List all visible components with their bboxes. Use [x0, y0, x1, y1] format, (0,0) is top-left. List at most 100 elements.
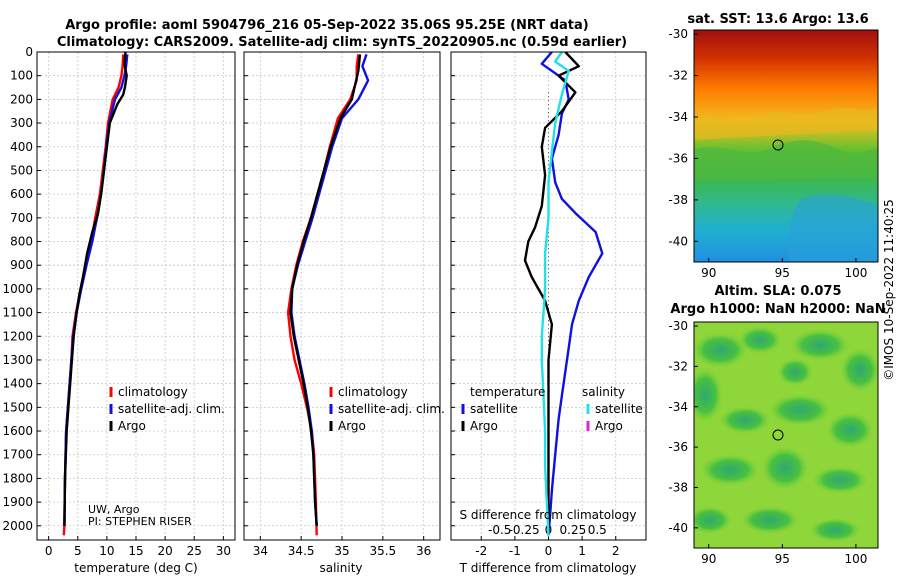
- sla-anomaly-blob: [777, 358, 813, 386]
- sst-front-yellow: [694, 108, 878, 140]
- difference-top-xlabel: S difference from climatology: [460, 508, 637, 522]
- temperature-legend: climatology satellite-adj. clim. Argo: [109, 385, 225, 433]
- figure-title-line1: Argo profile: aoml 5904796_216 05-Sep-20…: [65, 18, 589, 33]
- depth-tick-label: 1800: [2, 471, 33, 485]
- tick-label-x: 1: [578, 544, 586, 558]
- tick-label-top: -0.5: [488, 523, 511, 537]
- series-salinity-satellite: [540, 51, 570, 536]
- map-tick-label-y: -30: [668, 319, 688, 333]
- timestamp: ©IMOS 10-Sep-2022 11:40:25: [882, 199, 896, 381]
- sla-map-title-line1: Altim. SLA: 0.075: [715, 284, 842, 299]
- plot-frame: [243, 51, 441, 541]
- sla-anomaly-blob: [694, 332, 748, 368]
- map-tick-label-x: 100: [844, 552, 867, 566]
- legend-label-sal-satellite: satellite: [595, 402, 643, 416]
- legend-label-satellite-adj: satellite-adj. clim.: [338, 402, 445, 416]
- legend-label-climatology: climatology: [118, 385, 188, 399]
- legend-label-argo: Argo: [118, 419, 146, 433]
- map-tick-label-y: -30: [668, 27, 688, 41]
- map-tick-label-y: -40: [668, 521, 688, 535]
- depth-tick-label: 1200: [2, 329, 33, 343]
- series-argo: [63, 51, 128, 526]
- tick-label-x: 5: [74, 544, 82, 558]
- sla-anomaly-blob: [768, 394, 832, 426]
- sla-anomaly-blob: [840, 348, 878, 392]
- legend-label-temp-satellite: satellite: [470, 402, 518, 416]
- sst-map: 90 95 100 -30 -32 -34 -36 -38 -40: [668, 27, 879, 280]
- map-tick-label-x: 95: [775, 552, 790, 566]
- difference-legend: temperature salinity satellite Argo sate…: [461, 385, 643, 433]
- map-tick-label-y: -40: [668, 234, 688, 248]
- depth-tick-label: 1700: [2, 448, 33, 462]
- depth-tick-label: 1100: [2, 306, 33, 320]
- map-tick-label-y: -34: [668, 400, 688, 414]
- tick-label-x: 36: [416, 544, 431, 558]
- depth-tick-label: 600: [10, 187, 33, 201]
- sla-map-title-line2: Argo h1000: NaN h2000: NaN: [670, 302, 885, 317]
- map-tick-label-y: -38: [668, 193, 688, 207]
- salinity-xlabel: salinity: [319, 561, 362, 575]
- depth-tick-label: 900: [10, 258, 33, 272]
- depth-tick-label: 1400: [2, 377, 33, 391]
- difference-xlabel: T difference from climatology: [459, 561, 637, 575]
- depth-tick-label: 700: [10, 211, 33, 225]
- sla-anomaly-blob: [761, 446, 809, 490]
- sst-map-title: sat. SST: 13.6 Argo: 13.6: [687, 12, 868, 27]
- tick-label-x: 0: [545, 544, 553, 558]
- legend-label-argo: Argo: [338, 419, 366, 433]
- depth-tick-label: 0: [25, 45, 33, 59]
- sla-anomaly-blob: [790, 329, 850, 361]
- depth-tick-label: 500: [10, 163, 33, 177]
- sla-anomaly-blob: [694, 506, 732, 534]
- tick-label-x: 25: [187, 544, 202, 558]
- sst-cold-patch: [788, 194, 878, 262]
- tick-label-top: 0.5: [588, 523, 607, 537]
- tick-label-x: 2: [612, 544, 620, 558]
- difference-panel: -2 -1 0 1 2-0.5-0.25 0 0.25 0.5: [450, 51, 647, 558]
- sla-anomaly-blob: [700, 454, 760, 486]
- figure-title-line2: Climatology: CARS2009. Satellite-adj cli…: [57, 35, 627, 50]
- depth-tick-label: 200: [10, 92, 33, 106]
- depth-tick-label: 1900: [2, 495, 33, 509]
- map-tick-label-y: -38: [668, 480, 688, 494]
- salinity-panel: 34 34.5 35 35.5 36: [243, 51, 441, 558]
- map-tick-label-x: 95: [775, 266, 790, 280]
- depth-tick-label: 400: [10, 140, 33, 154]
- depth-tick-label: 800: [10, 235, 33, 249]
- depth-tick-label: 1300: [2, 353, 33, 367]
- tick-label-x: -2: [475, 544, 487, 558]
- depth-tick-label: 1500: [2, 400, 33, 414]
- sst-front-green: [694, 140, 878, 180]
- legend-title-temperature: temperature: [470, 385, 545, 399]
- sla-map-frame: [693, 321, 879, 549]
- depth-tick-label: 100: [10, 69, 33, 83]
- temperature-xlabel: temperature (deg C): [74, 561, 197, 575]
- depth-axis-labels: 0 100 200 300 400 500 600 700 800 900 1000 1100 1200…: [2, 45, 33, 533]
- map-tick-label-y: -32: [668, 69, 688, 83]
- sst-map-frame: [693, 29, 879, 263]
- tick-label-x: 34.5: [288, 544, 315, 558]
- legend-label-temp-argo: Argo: [470, 419, 498, 433]
- tick-label-x: 34: [253, 544, 268, 558]
- depth-tick-label: 300: [10, 116, 33, 130]
- sla-map: 90 95 100 -30 -32 -34 -36 -38 -40: [668, 319, 879, 566]
- sla-map-axes: 90 95 100 -30 -32 -34 -36 -38 -40: [668, 319, 867, 566]
- map-tick-label-x: 90: [701, 552, 716, 566]
- tick-label-x: -1: [509, 544, 521, 558]
- sst-map-axes: 90 95 100 -30 -32 -34 -36 -38 -40: [668, 27, 867, 280]
- sla-anomaly-blob: [738, 326, 782, 354]
- tick-label-x: 35.5: [369, 544, 396, 558]
- map-tick-label-y: -34: [668, 110, 688, 124]
- map-tick-label-x: 90: [701, 266, 716, 280]
- map-tick-label-x: 100: [844, 266, 867, 280]
- tick-label-top: -0.25: [509, 523, 540, 537]
- sla-anomaly-blob: [719, 406, 771, 434]
- depth-tick-label: 2000: [2, 519, 33, 533]
- temperature-panel: 0 5 10 15 20 25 30: [36, 51, 236, 558]
- series-argo: [289, 54, 362, 526]
- series-temperature-argo: [523, 51, 580, 536]
- legend-label-climatology: climatology: [338, 385, 408, 399]
- tick-label-top: 0.25: [560, 523, 587, 537]
- sla-anomaly-blobs: [694, 326, 878, 542]
